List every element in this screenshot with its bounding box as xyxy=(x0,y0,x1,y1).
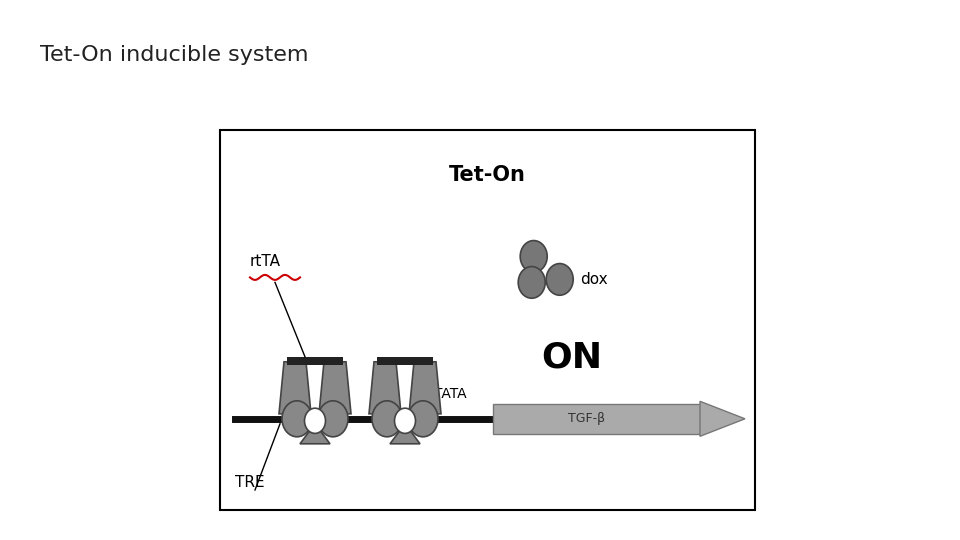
Ellipse shape xyxy=(408,401,438,437)
Ellipse shape xyxy=(304,408,325,434)
Polygon shape xyxy=(300,424,330,444)
Ellipse shape xyxy=(518,267,545,298)
Text: ON: ON xyxy=(541,341,602,375)
Text: rtTA: rtTA xyxy=(250,254,281,269)
Ellipse shape xyxy=(395,408,416,434)
Text: TATA: TATA xyxy=(434,387,467,401)
Ellipse shape xyxy=(282,401,312,437)
Bar xyxy=(492,404,700,434)
Polygon shape xyxy=(319,362,351,414)
Polygon shape xyxy=(409,362,441,414)
Bar xyxy=(220,130,755,510)
Text: dox: dox xyxy=(580,272,608,287)
Text: TGF-β: TGF-β xyxy=(567,413,605,426)
Ellipse shape xyxy=(318,401,348,437)
Bar xyxy=(377,357,433,365)
Polygon shape xyxy=(369,362,401,414)
Ellipse shape xyxy=(372,401,402,437)
Ellipse shape xyxy=(520,240,547,272)
Bar xyxy=(287,357,343,365)
Ellipse shape xyxy=(546,264,573,295)
Polygon shape xyxy=(279,362,311,414)
Text: Tet-On: Tet-On xyxy=(449,165,526,185)
Text: Tet-On inducible system: Tet-On inducible system xyxy=(40,45,308,65)
Text: TRE: TRE xyxy=(235,475,265,490)
Polygon shape xyxy=(700,401,745,436)
Polygon shape xyxy=(390,424,420,444)
